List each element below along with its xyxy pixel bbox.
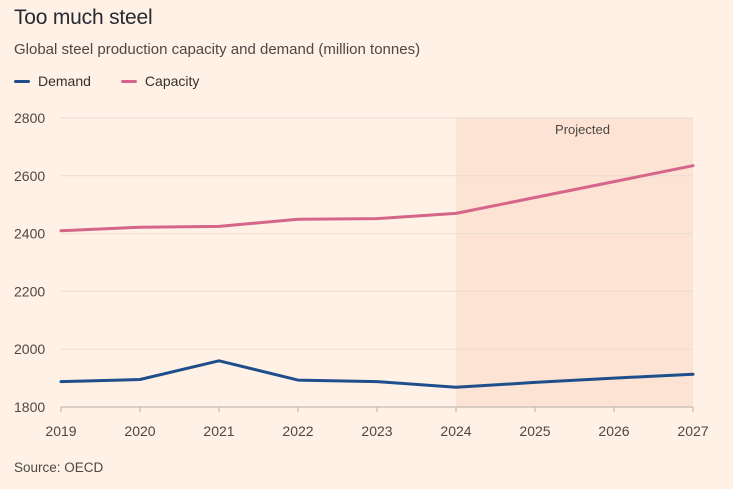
legend-item-demand: Demand [14,73,91,89]
chart-subtitle: Global steel production capacity and dem… [14,41,421,58]
x-tick-label-2019: 2019 [45,423,76,439]
x-tick-label-2022: 2022 [282,423,313,439]
legend: Demand Capacity [14,73,229,89]
chart-title: Too much steel [14,6,153,29]
x-tick-label-2021: 2021 [203,423,234,439]
y-tick-label-2200: 2200 [14,283,45,299]
x-tick-label-2025: 2025 [519,423,550,439]
series-line-demand [59,359,695,389]
legend-item-capacity: Capacity [120,73,200,89]
legend-swatch-capacity [120,79,137,83]
projected-band [456,118,693,407]
y-tick-label-2600: 2600 [14,168,45,184]
y-tick-label-2400: 2400 [14,226,45,242]
x-tick-label-2024: 2024 [440,423,471,439]
x-tick-label-2023: 2023 [361,423,392,439]
source-note: Source: OECD [14,460,104,475]
x-tick-label-2027: 2027 [677,423,708,439]
x-tick-label-2020: 2020 [124,423,155,439]
y-tick-label-1800: 1800 [14,399,45,415]
legend-swatch-demand [14,79,30,83]
y-tick-label-2800: 2800 [14,110,45,126]
projected-label: Projected [555,122,610,137]
legend-label-demand: Demand [38,73,91,89]
series-line-capacity [59,164,695,233]
y-tick-label-2000: 2000 [14,341,45,357]
legend-label-capacity: Capacity [144,73,200,89]
x-tick-label-2026: 2026 [598,423,629,439]
